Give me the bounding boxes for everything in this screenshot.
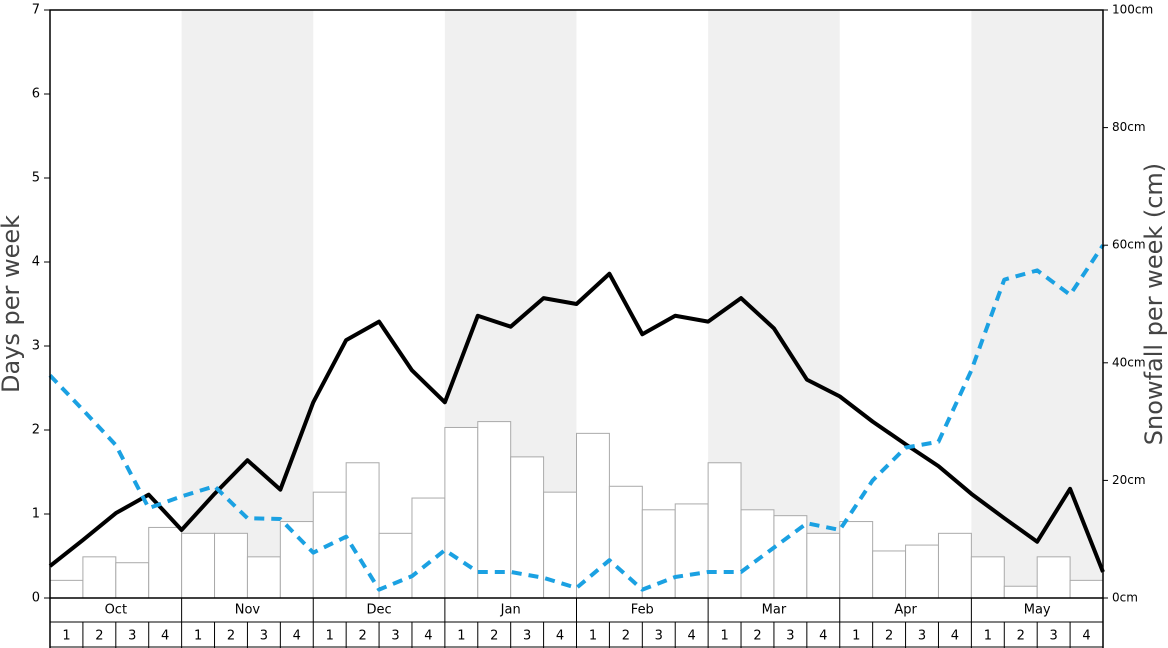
week-label: 4 [556, 629, 564, 644]
y2-tick-label: 20cm [1112, 473, 1146, 487]
week-label: 4 [161, 629, 169, 644]
bar [839, 521, 874, 599]
bar [246, 556, 281, 599]
month-label: Apr [894, 603, 917, 618]
month-label: Nov [235, 603, 261, 618]
bar [806, 532, 841, 599]
week-label: 3 [523, 629, 531, 644]
bar [707, 462, 742, 599]
week-label: 4 [1082, 629, 1090, 644]
bar [181, 532, 216, 599]
week-label: 3 [918, 629, 926, 644]
bar [82, 556, 117, 599]
bar [345, 462, 380, 599]
bar [872, 550, 907, 599]
week-label: 3 [1050, 629, 1058, 644]
bar [148, 526, 183, 599]
month-shade [971, 10, 1103, 598]
week-label: 1 [852, 629, 860, 644]
bar [477, 421, 512, 599]
line [48, 271, 1105, 573]
month-label: Oct [105, 603, 127, 618]
y-tick-label: 6 [32, 87, 40, 102]
bar [740, 509, 775, 599]
week-label: 1 [62, 629, 70, 644]
week-label: 1 [457, 629, 465, 644]
week-label: 1 [194, 629, 202, 644]
bar [115, 562, 150, 599]
bar [608, 485, 643, 599]
bar [576, 432, 610, 599]
week-label: 1 [589, 629, 597, 644]
y-tick-label: 1 [32, 507, 40, 522]
y2-tick-label: 60cm [1112, 238, 1146, 252]
bar [1069, 579, 1104, 599]
bar [378, 532, 413, 599]
bar [543, 491, 577, 599]
week-label: 4 [951, 629, 959, 644]
week-label: 2 [490, 629, 498, 644]
y-tick-label: 0 [32, 591, 40, 606]
bar [937, 532, 972, 599]
bar [905, 544, 939, 599]
week-label: 3 [391, 629, 399, 644]
y-tick-label: 4 [32, 255, 40, 270]
y-tick-label: 3 [32, 339, 40, 354]
month-label: May [1024, 603, 1051, 618]
y2-tick-label: 0cm [1112, 591, 1138, 605]
y-tick-label: 5 [32, 171, 40, 186]
week-label: 4 [424, 629, 432, 644]
week-label: 3 [260, 629, 268, 644]
line [48, 244, 1105, 592]
week-label: 2 [885, 629, 893, 644]
week-label: 2 [358, 629, 366, 644]
week-label: 1 [984, 629, 992, 644]
week-label: 2 [227, 629, 235, 644]
y2-axis-label: Snowfall per week (cm) [1140, 163, 1168, 445]
month-shade [181, 10, 314, 598]
month-label: Feb [631, 603, 654, 618]
week-label: 1 [326, 629, 334, 644]
y-tick-label: 7 [32, 3, 40, 18]
bar [1003, 585, 1038, 599]
y-axis-label: Days per week [0, 215, 25, 393]
week-label: 4 [819, 629, 827, 644]
bar [411, 497, 446, 599]
bar [674, 503, 709, 599]
week-label: 3 [786, 629, 794, 644]
bar [444, 426, 479, 599]
week-label: 4 [688, 629, 696, 644]
y-tick-label: 2 [32, 423, 40, 438]
week-label: 1 [720, 629, 728, 644]
month-label: Dec [366, 603, 391, 618]
bar [49, 579, 84, 599]
week-label: 2 [1017, 629, 1025, 644]
month-label: Mar [762, 603, 787, 618]
week-label: 2 [95, 629, 103, 644]
week-label: 3 [128, 629, 136, 644]
week-label: 2 [622, 629, 630, 644]
bar [214, 532, 248, 599]
week-label: 2 [753, 629, 761, 644]
y2-tick-label: 40cm [1112, 355, 1146, 369]
month-label: Jan [500, 603, 521, 618]
bar [510, 456, 545, 599]
y2-tick-label: 80cm [1112, 120, 1146, 134]
bar [279, 521, 314, 599]
bar [1036, 556, 1071, 599]
week-label: 4 [293, 629, 301, 644]
bar [970, 556, 1005, 599]
y2-tick-label: 100cm [1112, 3, 1153, 17]
week-label: 3 [655, 629, 663, 644]
